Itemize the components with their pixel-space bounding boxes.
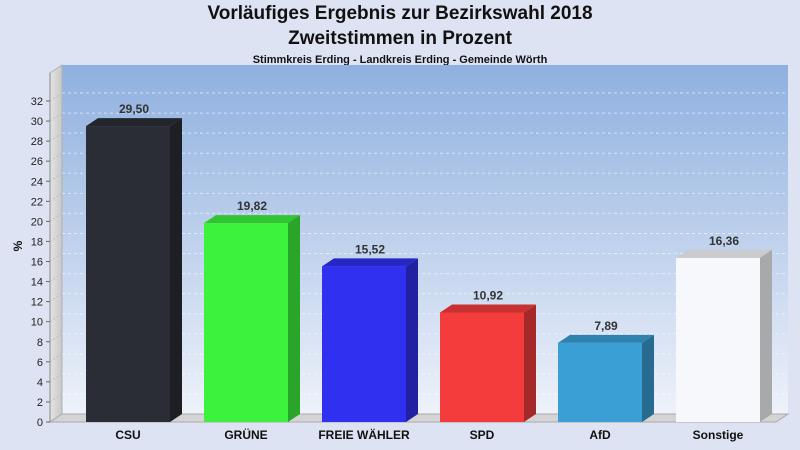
data-label: 10,92 xyxy=(473,288,503,302)
y-tick-label: 4 xyxy=(37,377,43,389)
gridline-side xyxy=(49,313,63,323)
bar-top xyxy=(322,258,418,267)
data-label: 16,36 xyxy=(709,234,739,248)
gridline-side xyxy=(49,373,63,383)
y-tick-label: 8 xyxy=(37,337,43,349)
gridline-side xyxy=(49,212,63,222)
gridline-side xyxy=(49,353,63,363)
gridline-side xyxy=(49,172,63,182)
gridline-side xyxy=(49,112,63,122)
bar-side xyxy=(760,249,772,422)
gridline-side xyxy=(49,152,63,162)
y-axis-label: % xyxy=(11,240,25,251)
gridline-side xyxy=(49,132,63,142)
bar-sonstige xyxy=(676,249,772,422)
gridline-side xyxy=(49,333,63,343)
y-tick-label: 14 xyxy=(31,277,43,289)
bar-front xyxy=(440,312,524,422)
y-tick-label: 20 xyxy=(31,216,43,228)
bar-top xyxy=(558,334,654,343)
y-tick-label: 6 xyxy=(37,357,43,369)
gridline-side xyxy=(49,192,63,202)
gridline-side xyxy=(49,92,63,102)
data-label: 7,89 xyxy=(594,319,618,333)
bar-top xyxy=(86,118,182,127)
gridline-side xyxy=(49,253,63,262)
x-tick-label: GRÜNE xyxy=(224,427,267,442)
y-tick-label: 24 xyxy=(31,176,43,188)
x-tick-label: SPD xyxy=(470,428,495,442)
y-tick-label: 2 xyxy=(37,397,43,409)
side-wall xyxy=(49,64,63,423)
bar-top xyxy=(204,215,300,224)
y-tick-label: 12 xyxy=(31,297,43,309)
bar-front xyxy=(558,342,642,422)
bar-top xyxy=(676,249,772,258)
x-tick-label: AfD xyxy=(589,428,611,442)
bar-side xyxy=(406,258,418,422)
bar-afd xyxy=(558,334,654,422)
chart-title-line1: Vorläufiges Ergebnis zur Bezirkswahl 201… xyxy=(207,3,593,24)
gridline-side xyxy=(49,393,63,403)
bar-front xyxy=(204,223,288,422)
bar-side xyxy=(170,118,182,422)
y-tick-label: 22 xyxy=(31,196,43,208)
data-label: 15,52 xyxy=(355,242,385,256)
bar-grüne xyxy=(204,215,300,422)
bar-freie-wähler xyxy=(322,258,418,422)
bar-side xyxy=(642,334,654,422)
x-tick-label: FREIE WÄHLER xyxy=(318,427,410,442)
gridline-side xyxy=(49,273,63,282)
y-tick-label: 0 xyxy=(37,417,43,429)
y-tick-label: 26 xyxy=(31,156,43,168)
y-tick-label: 30 xyxy=(31,116,43,128)
x-tick-label: Sonstige xyxy=(693,428,744,442)
bar-top xyxy=(440,304,536,313)
bar-spd xyxy=(440,304,536,422)
y-tick-label: 16 xyxy=(31,257,43,269)
bar-front xyxy=(86,126,170,422)
y-tick-label: 28 xyxy=(31,136,43,148)
bar-front xyxy=(322,266,406,422)
y-tick-label: 10 xyxy=(31,317,43,329)
x-tick-label: CSU xyxy=(115,428,140,442)
data-label: 19,82 xyxy=(237,199,267,213)
bar-front xyxy=(676,257,760,422)
bar-csu xyxy=(86,118,182,422)
gridline-side xyxy=(49,293,63,303)
data-label: 29,50 xyxy=(119,102,149,116)
gridline-side xyxy=(49,233,63,242)
y-tick-label: 18 xyxy=(31,236,43,248)
bar-side xyxy=(524,304,536,422)
bar-side xyxy=(288,215,300,422)
plot-background xyxy=(62,65,788,414)
chart-subtitle: Stimmkreis Erding - Landkreis Erding - G… xyxy=(252,54,548,66)
chart-title-line2: Zweitstimmen in Prozent xyxy=(288,28,512,49)
y-tick-label: 32 xyxy=(31,96,43,108)
